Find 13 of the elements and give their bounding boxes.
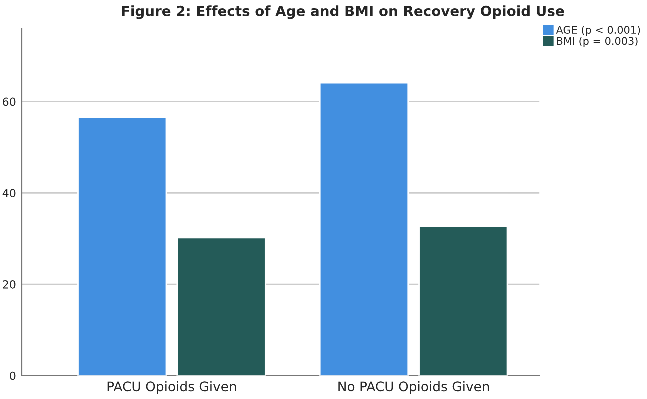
x-tick-label: PACU Opioids Given <box>108 381 236 394</box>
legend-label: BMI (p = 0.003) <box>557 37 638 48</box>
bar <box>176 237 266 376</box>
bar <box>78 116 168 376</box>
x-tick-label: No PACU Opioids Given <box>338 381 490 394</box>
y-tick-label: 0 <box>10 372 16 380</box>
y-tick-label: 60 <box>3 98 16 106</box>
y-tick-label: 40 <box>2 189 16 198</box>
bar <box>418 226 508 376</box>
chart-title: Figure 2: Effects of Age and BMI on Recovery Opioid Use <box>122 6 564 20</box>
legend-label: AGE (p < 0.001) <box>556 26 640 36</box>
bar <box>319 82 410 376</box>
y-tick-label: 20 <box>3 280 16 289</box>
